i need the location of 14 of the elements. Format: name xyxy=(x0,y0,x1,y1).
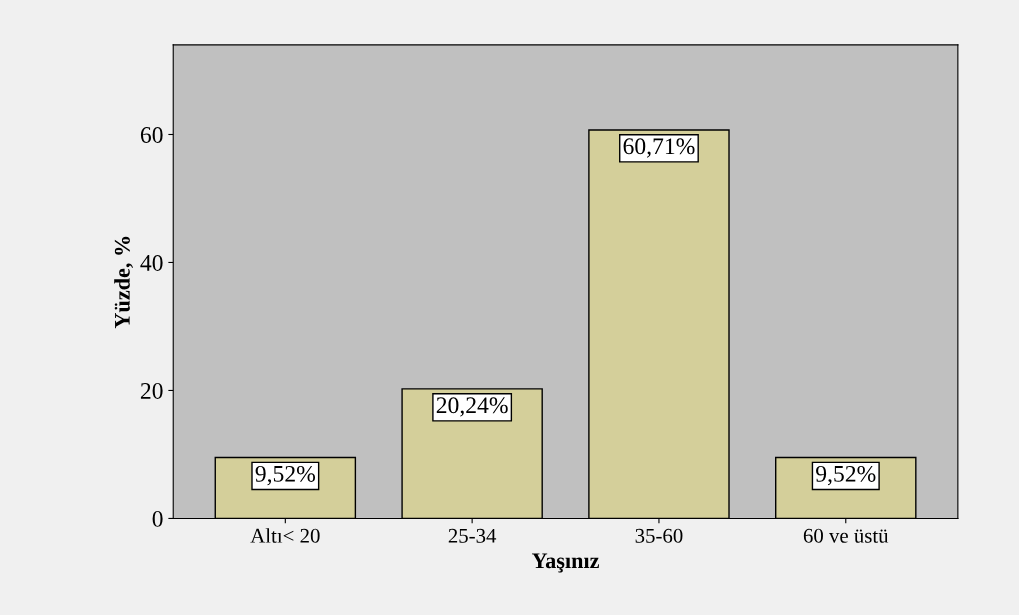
x-tick-label: Altı< 20 xyxy=(250,528,320,543)
data-label: 60,71% xyxy=(623,138,695,158)
data-label: 9,52% xyxy=(255,465,316,486)
x-tick-label: 25-34 xyxy=(448,528,497,543)
data-label: 20,24% xyxy=(436,397,508,417)
x-axis-title: Yaşınız xyxy=(531,553,600,573)
y-axis-title: Yüzde, % xyxy=(114,236,134,329)
y-tick-label: 20 xyxy=(140,382,163,399)
data-label: 9,52% xyxy=(816,465,876,486)
x-tick-label: 60 ve üstü xyxy=(803,528,889,543)
y-tick-label: 60 xyxy=(140,126,163,143)
x-tick-label: 35-60 xyxy=(635,528,683,543)
y-tick-label: 40 xyxy=(140,254,163,271)
y-tick-label: 0 xyxy=(152,510,163,527)
